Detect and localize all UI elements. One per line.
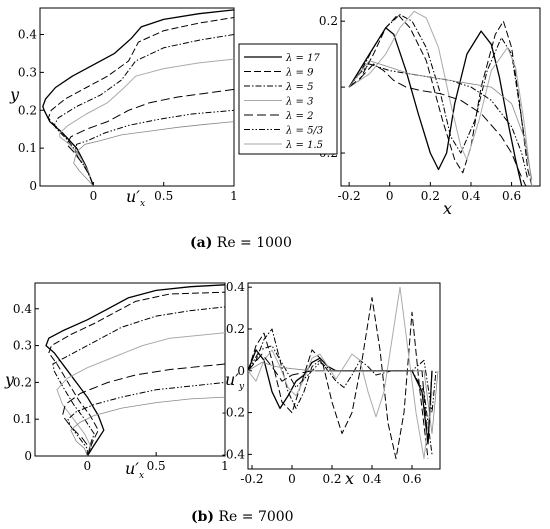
x-tick-label: 0 (288, 472, 296, 486)
series-line-4 (56, 332, 225, 456)
caption-a: (a) Re = 1000 (190, 235, 292, 251)
series-line-4 (248, 286, 433, 460)
series-line-5 (348, 63, 527, 186)
plot-frame (34, 282, 226, 457)
series-line-6 (74, 109, 234, 186)
x-axis-label: x (443, 199, 452, 218)
x-tick-label: 0 (386, 189, 394, 203)
x-tick-label: 0.4 (461, 189, 480, 203)
series-line-3 (53, 34, 234, 186)
series-line-7 (248, 362, 439, 434)
series-line-3 (248, 328, 433, 455)
series-line-1 (45, 284, 225, 456)
panel-a-left-plot: 0 0.5 1 0 0.1 0.2 0.3 0.4 y u′x (9, 7, 238, 209)
panel-b-right-plot: -0.2 0 0.2 0.4 0.6-0.4-0.200.20.4u′yx (222, 280, 441, 488)
y-tick-label: 0.1 (13, 412, 32, 426)
x-tick-label: 0.4 (362, 472, 381, 486)
series-line-1 (248, 349, 433, 445)
series-line-7 (348, 60, 533, 180)
x-tick-label: 0 (90, 189, 98, 203)
y-tick-label: -0.4 (222, 447, 246, 461)
y-tick-label: 0.3 (13, 339, 32, 353)
legend-label-3: λ = 5 (285, 82, 313, 93)
legend-label-2: λ = 9 (285, 68, 314, 79)
legend-box (238, 43, 338, 155)
x-tick-label: 0.2 (421, 189, 440, 203)
x-tick-label: -0.2 (338, 189, 361, 203)
series-line-4 (348, 10, 533, 186)
series-line-6 (67, 381, 225, 456)
y-tick-label: -0.2 (222, 406, 245, 420)
y-axis-label: y (4, 370, 15, 389)
series-line-2 (47, 17, 234, 186)
panel-a-right-plot: -0.200.20.40.6-0.200.2u′yx (315, 7, 541, 218)
plot-frame (340, 7, 541, 187)
x-tick-label: 0.5 (154, 189, 173, 203)
x-tick-label: 0.2 (322, 472, 341, 486)
y-tick-label: 0 (237, 364, 245, 378)
y-tick-label: 0.2 (18, 103, 37, 117)
legend-label-7: λ = 1.5 (285, 140, 323, 151)
y-tick-label: 0.1 (18, 141, 37, 155)
x-axis-label: u′x (125, 459, 144, 481)
series-line-5 (66, 88, 234, 186)
legend: λ = 17 λ = 9 λ = 5 λ = 3 λ = 2 λ = 5/3 λ = 1.5 (238, 43, 338, 155)
legend-label-5: λ = 2 (285, 111, 313, 122)
y-tick-label: 0.3 (18, 65, 37, 79)
caption-b: (b) Re = 7000 (191, 509, 294, 525)
series-line-2 (48, 291, 225, 456)
series-line-7 (70, 396, 225, 456)
x-axis-label: x (345, 469, 354, 488)
series-line-2 (248, 297, 429, 460)
series-line-4 (59, 58, 234, 186)
x-tick-label: -0.2 (240, 472, 263, 486)
legend-label-1: λ = 17 (285, 53, 320, 64)
x-tick-label: 0.5 (147, 459, 166, 473)
series-line-3 (348, 14, 529, 160)
series-line-6 (348, 63, 529, 180)
y-tick-label: 0 (24, 449, 32, 463)
y-tick-label: 0.2 (13, 375, 32, 389)
y-tick-label: 0 (29, 179, 37, 193)
plot-frame (39, 7, 235, 187)
x-tick-label: 1 (230, 189, 238, 203)
y-tick-label: 0.4 (226, 280, 245, 294)
y-tick-label: 0.4 (18, 28, 37, 42)
series-line-3 (52, 306, 225, 456)
series-line-5 (62, 363, 225, 456)
x-tick-label: 0.6 (502, 189, 521, 203)
series-line-1 (42, 9, 234, 186)
plot-frame (247, 282, 441, 470)
x-tick-label: 1 (221, 459, 229, 473)
y-tick-label: 0.2 (226, 322, 245, 336)
series-line-2 (348, 14, 533, 186)
x-axis-label: u′x (126, 187, 145, 209)
y-tick-label: 0.4 (13, 302, 32, 316)
y-axis-label: y (9, 85, 20, 104)
x-tick-label: 0.6 (402, 472, 421, 486)
series-line-6 (248, 345, 437, 414)
legend-label-6: λ = 5/3 (285, 126, 323, 137)
legend-label-4: λ = 3 (285, 97, 313, 108)
x-tick-label: 0 (83, 459, 91, 473)
panel-b-left-plot: 0 0.5 1 0 0.1 0.2 0.3 0.4 y u′x (4, 282, 229, 481)
y-tick-label: 0.2 (319, 14, 338, 28)
series-line-7 (73, 121, 234, 186)
